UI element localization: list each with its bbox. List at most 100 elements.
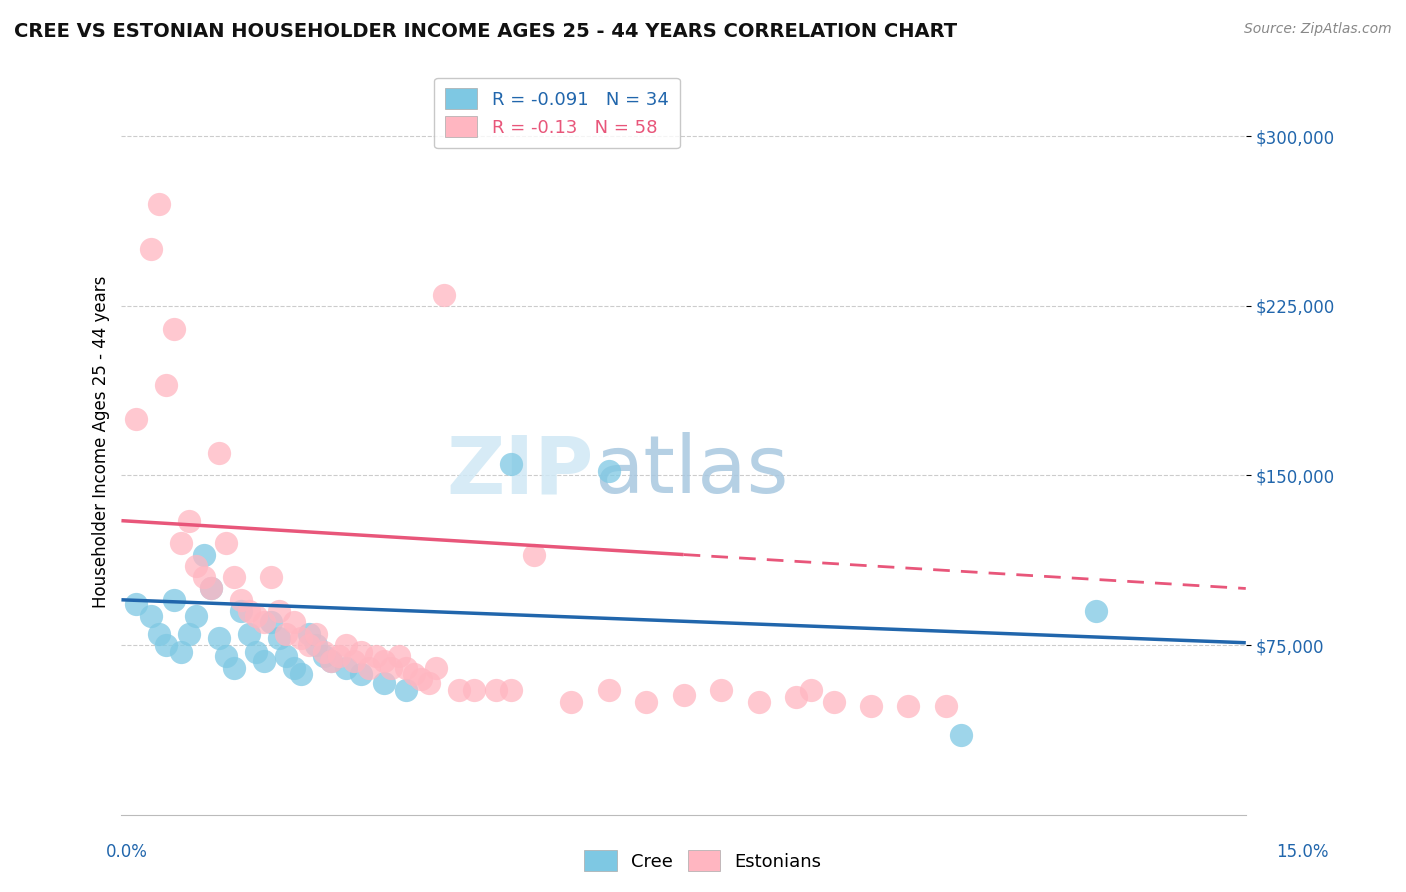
Point xyxy=(283,660,305,674)
Point xyxy=(177,514,200,528)
Point xyxy=(800,683,823,698)
Point xyxy=(935,699,957,714)
Point xyxy=(208,446,231,460)
Point xyxy=(170,645,193,659)
Text: CREE VS ESTONIAN HOUSEHOLDER INCOME AGES 25 - 44 YEARS CORRELATION CHART: CREE VS ESTONIAN HOUSEHOLDER INCOME AGES… xyxy=(14,22,957,41)
Point xyxy=(186,558,208,573)
Point xyxy=(193,570,215,584)
Point xyxy=(343,654,366,668)
Point xyxy=(485,683,508,698)
Point xyxy=(170,536,193,550)
Text: 0.0%: 0.0% xyxy=(105,843,148,861)
Point xyxy=(312,645,335,659)
Point xyxy=(433,287,456,301)
Point xyxy=(373,654,395,668)
Point xyxy=(501,457,523,471)
Point xyxy=(238,604,260,618)
Point xyxy=(388,649,411,664)
Point xyxy=(200,582,222,596)
Point xyxy=(1084,604,1107,618)
Point xyxy=(215,649,238,664)
Point xyxy=(366,649,388,664)
Point xyxy=(290,631,312,645)
Point xyxy=(305,638,328,652)
Point xyxy=(321,654,343,668)
Point xyxy=(298,626,321,640)
Point xyxy=(425,660,447,674)
Y-axis label: Householder Income Ages 25 - 44 years: Householder Income Ages 25 - 44 years xyxy=(93,276,110,607)
Point xyxy=(949,728,972,742)
Point xyxy=(155,638,177,652)
Point xyxy=(245,645,267,659)
Point xyxy=(350,645,373,659)
Point xyxy=(748,694,770,708)
Point xyxy=(260,615,283,630)
Point xyxy=(155,378,177,392)
Point xyxy=(447,683,470,698)
Point xyxy=(208,631,231,645)
Point xyxy=(276,626,298,640)
Point xyxy=(418,676,440,690)
Point xyxy=(141,243,163,257)
Point xyxy=(238,626,260,640)
Point xyxy=(321,654,343,668)
Point xyxy=(373,676,395,690)
Legend: R = -0.091   N = 34, R = -0.13   N = 58: R = -0.091 N = 34, R = -0.13 N = 58 xyxy=(434,78,679,148)
Point xyxy=(312,649,335,664)
Point xyxy=(245,608,267,623)
Point xyxy=(267,604,290,618)
Point xyxy=(163,592,186,607)
Point xyxy=(335,638,357,652)
Point xyxy=(395,683,418,698)
Point xyxy=(163,321,186,335)
Point xyxy=(411,672,433,686)
Point xyxy=(141,608,163,623)
Point xyxy=(897,699,920,714)
Point xyxy=(231,604,253,618)
Point xyxy=(335,660,357,674)
Point xyxy=(253,654,276,668)
Point xyxy=(350,667,373,681)
Point xyxy=(177,626,200,640)
Point xyxy=(357,660,380,674)
Point xyxy=(380,660,402,674)
Point xyxy=(222,660,245,674)
Point xyxy=(463,683,485,698)
Point xyxy=(267,631,290,645)
Point xyxy=(200,582,222,596)
Point xyxy=(298,638,321,652)
Point xyxy=(598,464,620,478)
Point xyxy=(290,667,312,681)
Text: atlas: atlas xyxy=(593,433,787,510)
Point xyxy=(215,536,238,550)
Point xyxy=(395,660,418,674)
Point xyxy=(148,626,170,640)
Text: ZIP: ZIP xyxy=(447,433,593,510)
Point xyxy=(276,649,298,664)
Point xyxy=(523,548,546,562)
Point xyxy=(283,615,305,630)
Point xyxy=(785,690,807,704)
Point xyxy=(598,683,620,698)
Point xyxy=(231,592,253,607)
Point xyxy=(823,694,845,708)
Point xyxy=(222,570,245,584)
Point xyxy=(260,570,283,584)
Point xyxy=(193,548,215,562)
Point xyxy=(148,197,170,211)
Point xyxy=(501,683,523,698)
Point xyxy=(402,667,425,681)
Point xyxy=(710,683,733,698)
Point xyxy=(636,694,658,708)
Point xyxy=(125,597,148,611)
Text: 15.0%: 15.0% xyxy=(1277,843,1329,861)
Point xyxy=(186,608,208,623)
Point xyxy=(305,626,328,640)
Point xyxy=(125,412,148,426)
Legend: Cree, Estonians: Cree, Estonians xyxy=(578,843,828,879)
Point xyxy=(672,688,695,702)
Point xyxy=(253,615,276,630)
Point xyxy=(859,699,882,714)
Point xyxy=(328,649,350,664)
Text: Source: ZipAtlas.com: Source: ZipAtlas.com xyxy=(1244,22,1392,37)
